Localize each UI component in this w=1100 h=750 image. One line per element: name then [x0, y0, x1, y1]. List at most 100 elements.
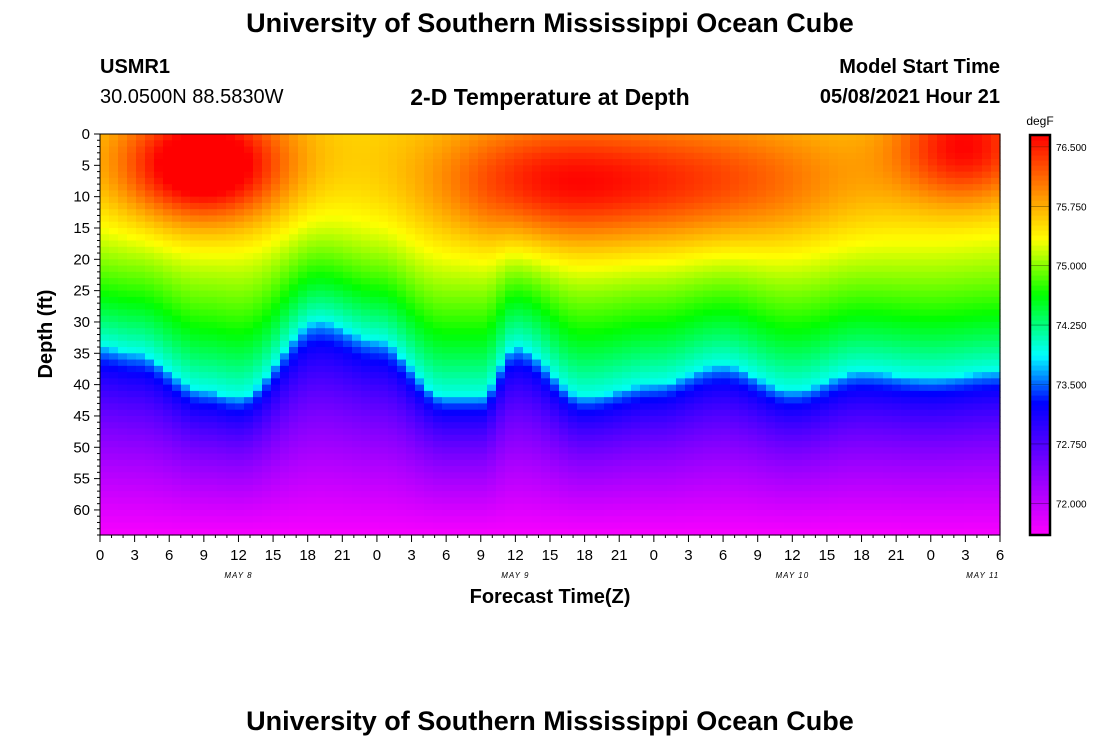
heatmap-cell: [397, 278, 407, 285]
heatmap-cell: [559, 259, 569, 267]
heatmap-cell: [163, 478, 173, 486]
heatmap-cell: [757, 447, 767, 455]
heatmap-cell: [703, 265, 713, 273]
heatmap-cell: [154, 472, 164, 480]
heatmap-cell: [541, 428, 551, 436]
heatmap-cell: [343, 234, 353, 242]
heatmap-cell: [109, 303, 119, 311]
heatmap-cell: [604, 509, 614, 517]
heatmap-cell: [541, 227, 551, 235]
heatmap-cell: [154, 159, 164, 166]
heatmap-cell: [577, 290, 587, 298]
heatmap-cell: [730, 246, 740, 254]
heatmap-cell: [676, 234, 686, 242]
heatmap-cell: [181, 372, 191, 379]
heatmap-cell: [379, 171, 389, 179]
heatmap-cell: [550, 159, 560, 166]
heatmap-cell: [568, 177, 578, 185]
heatmap-cell: [703, 315, 713, 323]
heatmap-cell: [685, 434, 695, 442]
heatmap-cell: [280, 240, 290, 248]
heatmap-cell: [523, 522, 533, 530]
heatmap-cell: [532, 328, 542, 336]
heatmap-cell: [604, 284, 614, 292]
heatmap-cell: [433, 290, 443, 298]
heatmap-cell: [199, 328, 209, 336]
heatmap-cell: [262, 146, 272, 154]
heatmap-cell: [208, 177, 218, 185]
heatmap-cell: [379, 246, 389, 254]
heatmap-cell: [451, 171, 461, 179]
heatmap-cell: [676, 227, 686, 235]
heatmap-cell: [226, 434, 236, 442]
heatmap-cell: [163, 347, 173, 354]
heatmap-cell: [712, 159, 722, 166]
heatmap-cell: [667, 403, 677, 411]
heatmap-cell: [550, 184, 560, 191]
heatmap-cell: [361, 278, 371, 285]
heatmap-cell: [388, 466, 398, 473]
heatmap-cell: [586, 303, 596, 311]
heatmap-cell: [775, 134, 785, 141]
heatmap-cell: [361, 478, 371, 486]
heatmap-cell: [460, 428, 470, 436]
heatmap-cell: [748, 509, 758, 517]
heatmap-cell: [730, 491, 740, 499]
heatmap-cell: [658, 184, 668, 191]
heatmap-cell: [118, 134, 128, 141]
heatmap-cell: [577, 152, 587, 160]
heatmap-cell: [568, 347, 578, 354]
heatmap-cell: [469, 453, 479, 461]
heatmap-cell: [469, 378, 479, 386]
heatmap-cell: [568, 459, 578, 467]
heatmap-cell: [163, 353, 173, 361]
heatmap-cell: [712, 516, 722, 524]
heatmap-cell: [712, 422, 722, 430]
heatmap-cell: [244, 359, 254, 367]
heatmap-cell: [469, 397, 479, 405]
heatmap-cell: [469, 271, 479, 279]
heatmap-cell: [514, 309, 524, 317]
heatmap-cell: [118, 315, 128, 323]
heatmap-cell: [109, 177, 119, 185]
heatmap-cell: [379, 340, 389, 348]
heatmap-cell: [460, 478, 470, 486]
heatmap-cell: [181, 278, 191, 285]
heatmap-cell: [487, 516, 497, 524]
heatmap-cell: [469, 246, 479, 254]
heatmap-cell: [658, 227, 668, 235]
heatmap-cell: [649, 278, 659, 285]
heatmap-cell: [739, 265, 749, 273]
heatmap-cell: [370, 259, 380, 267]
heatmap-cell: [613, 240, 623, 248]
heatmap-cell: [775, 484, 785, 492]
heatmap-cell: [676, 503, 686, 511]
heatmap-cell: [757, 215, 767, 223]
heatmap-cell: [316, 140, 326, 148]
heatmap-cell: [784, 315, 794, 323]
heatmap-cell: [451, 422, 461, 430]
heatmap-cell: [442, 478, 452, 486]
heatmap-cell: [793, 190, 803, 198]
heatmap-cell: [145, 372, 155, 379]
heatmap-cell: [325, 509, 335, 517]
heatmap-cell: [775, 253, 785, 260]
heatmap-cell: [487, 328, 497, 336]
heatmap-cell: [487, 447, 497, 455]
heatmap-cell: [631, 234, 641, 242]
heatmap-cell: [406, 447, 416, 455]
heatmap-cell: [163, 334, 173, 342]
heatmap-cell: [433, 265, 443, 273]
heatmap-cell: [379, 384, 389, 392]
heatmap-cell: [289, 503, 299, 511]
heatmap-cell: [181, 390, 191, 398]
heatmap-cell: [568, 447, 578, 455]
heatmap-cell: [199, 384, 209, 392]
heatmap-cell: [325, 428, 335, 436]
heatmap-cell: [280, 265, 290, 273]
heatmap-cell: [316, 303, 326, 311]
heatmap-cell: [523, 516, 533, 524]
heatmap-cell: [658, 516, 668, 524]
heatmap-cell: [460, 159, 470, 166]
heatmap-cell: [118, 378, 128, 386]
